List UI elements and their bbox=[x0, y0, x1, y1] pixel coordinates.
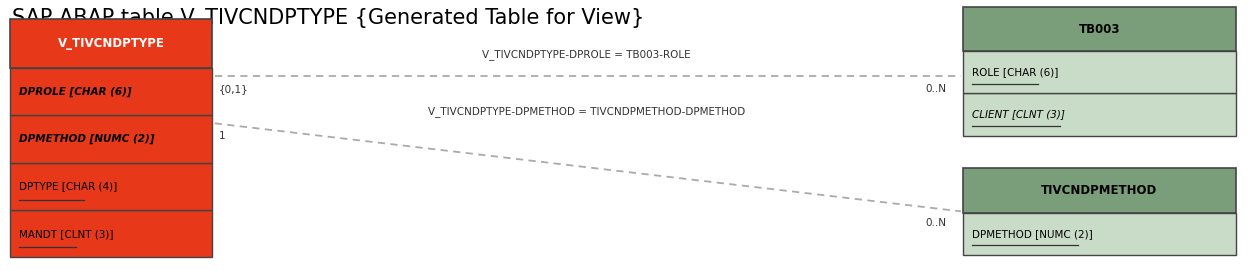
Text: {0,1}: {0,1} bbox=[218, 84, 248, 94]
FancyBboxPatch shape bbox=[963, 213, 1236, 255]
Text: CLIENT [CLNT (3)]: CLIENT [CLNT (3)] bbox=[972, 109, 1065, 120]
FancyBboxPatch shape bbox=[10, 210, 212, 257]
FancyBboxPatch shape bbox=[963, 7, 1236, 51]
Text: V_TIVCNDPTYPE-DPMETHOD = TIVCNDPMETHOD-DPMETHOD: V_TIVCNDPTYPE-DPMETHOD = TIVCNDPMETHOD-D… bbox=[428, 106, 745, 117]
Text: DPROLE [CHAR (6)]: DPROLE [CHAR (6)] bbox=[19, 86, 131, 96]
Text: 0..N: 0..N bbox=[925, 218, 946, 228]
Text: V_TIVCNDPTYPE-DPROLE = TB003-ROLE: V_TIVCNDPTYPE-DPROLE = TB003-ROLE bbox=[482, 49, 691, 60]
Text: 1: 1 bbox=[218, 131, 225, 141]
FancyBboxPatch shape bbox=[10, 19, 212, 68]
Text: TB003: TB003 bbox=[1078, 23, 1121, 36]
Text: DPMETHOD [NUMC (2)]: DPMETHOD [NUMC (2)] bbox=[19, 134, 155, 144]
Text: DPTYPE [CHAR (4)]: DPTYPE [CHAR (4)] bbox=[19, 181, 117, 191]
FancyBboxPatch shape bbox=[963, 93, 1236, 136]
Text: ROLE [CHAR (6)]: ROLE [CHAR (6)] bbox=[972, 67, 1058, 78]
Text: SAP ABAP table V_TIVCNDPTYPE {Generated Table for View}: SAP ABAP table V_TIVCNDPTYPE {Generated … bbox=[12, 8, 645, 29]
FancyBboxPatch shape bbox=[10, 115, 212, 163]
Text: V_TIVCNDPTYPE: V_TIVCNDPTYPE bbox=[57, 37, 165, 50]
FancyBboxPatch shape bbox=[963, 168, 1236, 213]
FancyBboxPatch shape bbox=[10, 68, 212, 115]
Text: MANDT [CLNT (3)]: MANDT [CLNT (3)] bbox=[19, 229, 114, 239]
Text: TIVCNDPMETHOD: TIVCNDPMETHOD bbox=[1041, 184, 1158, 197]
Text: DPMETHOD [NUMC (2)]: DPMETHOD [NUMC (2)] bbox=[972, 229, 1093, 239]
FancyBboxPatch shape bbox=[10, 163, 212, 210]
FancyBboxPatch shape bbox=[963, 51, 1236, 93]
Text: 0..N: 0..N bbox=[925, 84, 946, 94]
